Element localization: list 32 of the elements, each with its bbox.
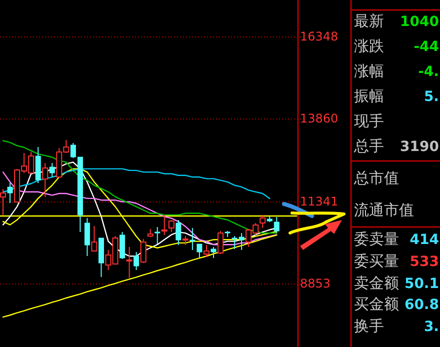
category-label: 涨跌 bbox=[354, 37, 384, 56]
candlestick bbox=[84, 218, 90, 256]
category-label: 买金额 bbox=[354, 295, 399, 314]
y-tick-label: 11341 bbox=[300, 194, 338, 208]
category-label: 换手 bbox=[354, 317, 384, 336]
category-label: 卖金额 bbox=[354, 274, 399, 292]
candlestick bbox=[42, 162, 48, 198]
candlestick bbox=[126, 246, 132, 279]
text: 1040 bbox=[400, 14, 439, 30]
text: 50.1 bbox=[404, 276, 439, 292]
category-label: 总手 bbox=[353, 137, 384, 156]
category-label: 振幅 bbox=[354, 87, 384, 106]
category-label: 委卖量 bbox=[354, 230, 399, 248]
category-label: 总市值 bbox=[353, 169, 399, 188]
text: 3. bbox=[424, 318, 439, 335]
candlestick bbox=[190, 228, 196, 250]
y-tick-label: 13860 bbox=[300, 111, 338, 126]
text: 414 bbox=[410, 232, 439, 248]
candlestick bbox=[154, 226, 160, 244]
y-tick-label: 8853 bbox=[300, 276, 331, 290]
category-label: 流通市值 bbox=[354, 201, 414, 220]
y-tick-label: 16348 bbox=[300, 29, 338, 44]
category-label: 最新 bbox=[354, 12, 384, 30]
category-label: 现手 bbox=[354, 112, 384, 130]
text: 5. bbox=[424, 88, 439, 105]
text: 60.8 bbox=[404, 296, 439, 313]
text: -44 bbox=[414, 38, 439, 55]
text: -4. bbox=[418, 64, 439, 80]
category-label: 委买量 bbox=[354, 252, 399, 270]
text: 3190 bbox=[400, 138, 439, 155]
text: 533 bbox=[410, 254, 439, 270]
category-label: 涨幅 bbox=[354, 62, 384, 80]
